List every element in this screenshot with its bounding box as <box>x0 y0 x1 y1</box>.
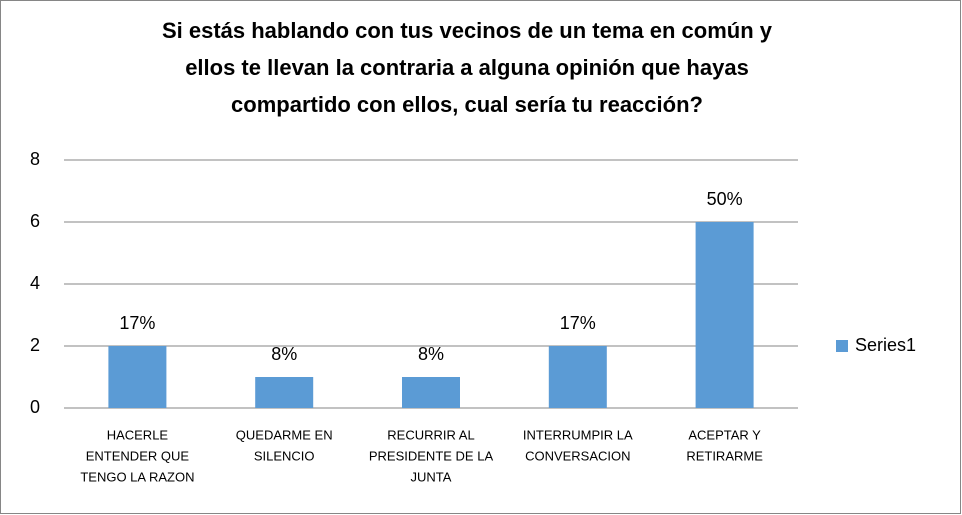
x-tick-label: INTERRUMPIR LA <box>523 427 633 442</box>
bar <box>255 377 314 408</box>
x-tick-label: PRESIDENTE DE LA <box>369 448 494 463</box>
x-tick-label: TENGO LA RAZON <box>80 469 194 484</box>
x-tick-label: RETIRARME <box>686 448 763 463</box>
x-tick-label: ACEPTAR Y <box>688 427 761 442</box>
value-label: 8% <box>418 344 444 364</box>
value-label: 50% <box>707 189 743 209</box>
y-tick-label: 4 <box>30 273 40 293</box>
chart-title: compartido con ellos, cual sería tu reac… <box>231 92 703 117</box>
x-tick-label: RECURRIR AL <box>387 427 474 442</box>
value-label: 8% <box>271 344 297 364</box>
y-tick-label: 2 <box>30 335 40 355</box>
x-tick-label: QUEDARME EN <box>236 427 333 442</box>
y-tick-label: 6 <box>30 211 40 231</box>
bar <box>108 346 167 408</box>
legend-swatch <box>836 340 848 352</box>
chart-title: ellos te llevan la contraria a alguna op… <box>185 55 749 80</box>
x-tick-label: HACERLE <box>107 427 169 442</box>
x-tick-label: JUNTA <box>411 469 452 484</box>
bar <box>402 377 460 408</box>
x-tick-label: SILENCIO <box>254 448 315 463</box>
y-tick-label: 8 <box>30 149 40 169</box>
legend-label: Series1 <box>855 335 916 355</box>
value-label: 17% <box>119 313 155 333</box>
bar <box>695 222 754 408</box>
y-tick-label: 0 <box>30 397 40 417</box>
value-label: 17% <box>560 313 596 333</box>
x-tick-label: ENTENDER QUE <box>86 448 190 463</box>
chart-title: Si estás hablando con tus vecinos de un … <box>162 18 773 43</box>
bar <box>548 346 607 408</box>
x-tick-label: CONVERSACION <box>525 448 630 463</box>
